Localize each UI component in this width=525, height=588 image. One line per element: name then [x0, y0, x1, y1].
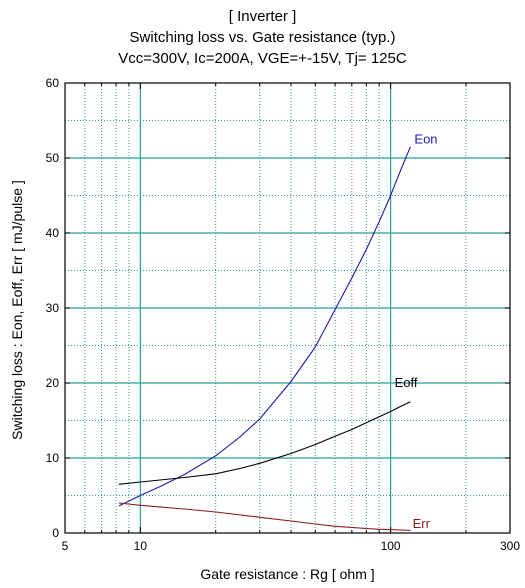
x-tick-label: 5 [62, 539, 69, 553]
chart-title-line-3: Vcc=300V, Ic=200A, VGE=+-15V, Tj= 125C [118, 50, 407, 67]
y-tick-label: 30 [46, 301, 60, 315]
y-axis-label: Switching loss : Eon, Eoff, Err [ mJ/pul… [9, 180, 25, 440]
x-tick-label: 100 [381, 539, 401, 553]
y-tick-label: 0 [52, 526, 59, 540]
chart-title-line-2: Switching loss vs. Gate resistance (typ.… [129, 29, 396, 46]
x-tick-label: 300 [500, 539, 520, 553]
y-tick-label: 20 [46, 376, 60, 390]
series-label-err: Err [413, 516, 431, 531]
series-label-eon: Eon [414, 131, 437, 146]
x-tick-label: 10 [134, 539, 148, 553]
y-tick-label: 40 [46, 226, 60, 240]
chart-title-line-1: [ Inverter ] [228, 8, 297, 25]
y-tick-label: 50 [46, 151, 60, 165]
y-tick-label: 10 [46, 451, 60, 465]
y-tick-label: 60 [46, 76, 60, 90]
series-line-err [118, 502, 411, 531]
series-line-eon [118, 146, 411, 507]
series-label-eoff: Eoff [395, 375, 418, 390]
x-axis-label: Gate resistance : Rg [ ohm ] [200, 566, 375, 582]
series-line-eoff [118, 401, 411, 485]
